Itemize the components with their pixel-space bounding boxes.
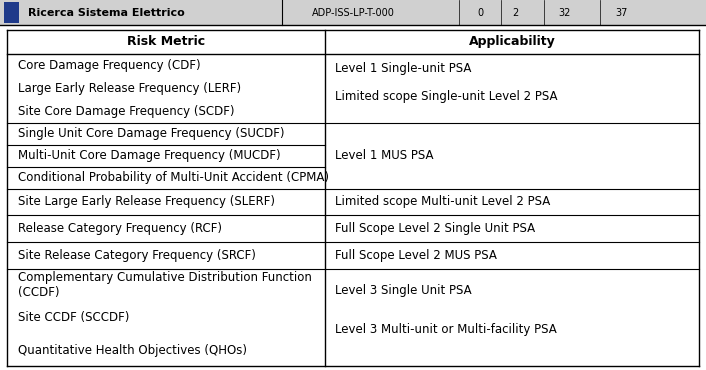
Text: 0: 0 bbox=[477, 7, 483, 18]
Text: Site CCDF (SCCDF): Site CCDF (SCCDF) bbox=[18, 311, 129, 324]
Text: Core Damage Frequency (CDF): Core Damage Frequency (CDF) bbox=[18, 59, 201, 72]
Text: Site Core Damage Frequency (SCDF): Site Core Damage Frequency (SCDF) bbox=[18, 105, 234, 118]
Text: Applicability: Applicability bbox=[469, 35, 555, 48]
Text: Full Scope Level 2 Single Unit PSA: Full Scope Level 2 Single Unit PSA bbox=[335, 222, 535, 235]
Text: 2: 2 bbox=[513, 7, 518, 18]
Text: Large Early Release Frequency (LERF): Large Early Release Frequency (LERF) bbox=[18, 82, 241, 95]
Text: 37: 37 bbox=[615, 7, 628, 18]
Text: Release Category Frequency (RCF): Release Category Frequency (RCF) bbox=[18, 222, 222, 235]
Text: Level 3 Multi-unit or Multi-facility PSA: Level 3 Multi-unit or Multi-facility PSA bbox=[335, 323, 557, 336]
Text: Complementary Cumulative Distribution Function
(CCDF): Complementary Cumulative Distribution Fu… bbox=[18, 271, 311, 299]
Text: Level 1 MUS PSA: Level 1 MUS PSA bbox=[335, 149, 434, 162]
Text: Level 1 Single-unit PSA: Level 1 Single-unit PSA bbox=[335, 63, 472, 75]
Bar bbox=[0, 0, 706, 25]
Text: Quantitative Health Objectives (QHOs): Quantitative Health Objectives (QHOs) bbox=[18, 343, 246, 357]
Text: Site Release Category Frequency (SRCF): Site Release Category Frequency (SRCF) bbox=[18, 249, 256, 262]
Text: Limited scope Single-unit Level 2 PSA: Limited scope Single-unit Level 2 PSA bbox=[335, 90, 558, 103]
Text: Site Large Early Release Frequency (SLERF): Site Large Early Release Frequency (SLER… bbox=[18, 195, 275, 208]
Text: Risk Metric: Risk Metric bbox=[127, 35, 205, 48]
Text: 32: 32 bbox=[558, 7, 571, 18]
Text: Ricerca Sistema Elettrico: Ricerca Sistema Elettrico bbox=[28, 7, 185, 18]
Text: Multi-Unit Core Damage Frequency (MUCDF): Multi-Unit Core Damage Frequency (MUCDF) bbox=[18, 149, 280, 162]
Text: Single Unit Core Damage Frequency (SUCDF): Single Unit Core Damage Frequency (SUCDF… bbox=[18, 127, 284, 140]
Text: Level 3 Single Unit PSA: Level 3 Single Unit PSA bbox=[335, 283, 472, 297]
Text: ADP-ISS-LP-T-000: ADP-ISS-LP-T-000 bbox=[311, 7, 395, 18]
Text: Full Scope Level 2 MUS PSA: Full Scope Level 2 MUS PSA bbox=[335, 249, 497, 262]
Text: Limited scope Multi-unit Level 2 PSA: Limited scope Multi-unit Level 2 PSA bbox=[335, 195, 551, 208]
Text: Conditional Probability of Multi-Unit Accident (CPMA): Conditional Probability of Multi-Unit Ac… bbox=[18, 171, 329, 184]
Bar bbox=[4, 2, 19, 23]
